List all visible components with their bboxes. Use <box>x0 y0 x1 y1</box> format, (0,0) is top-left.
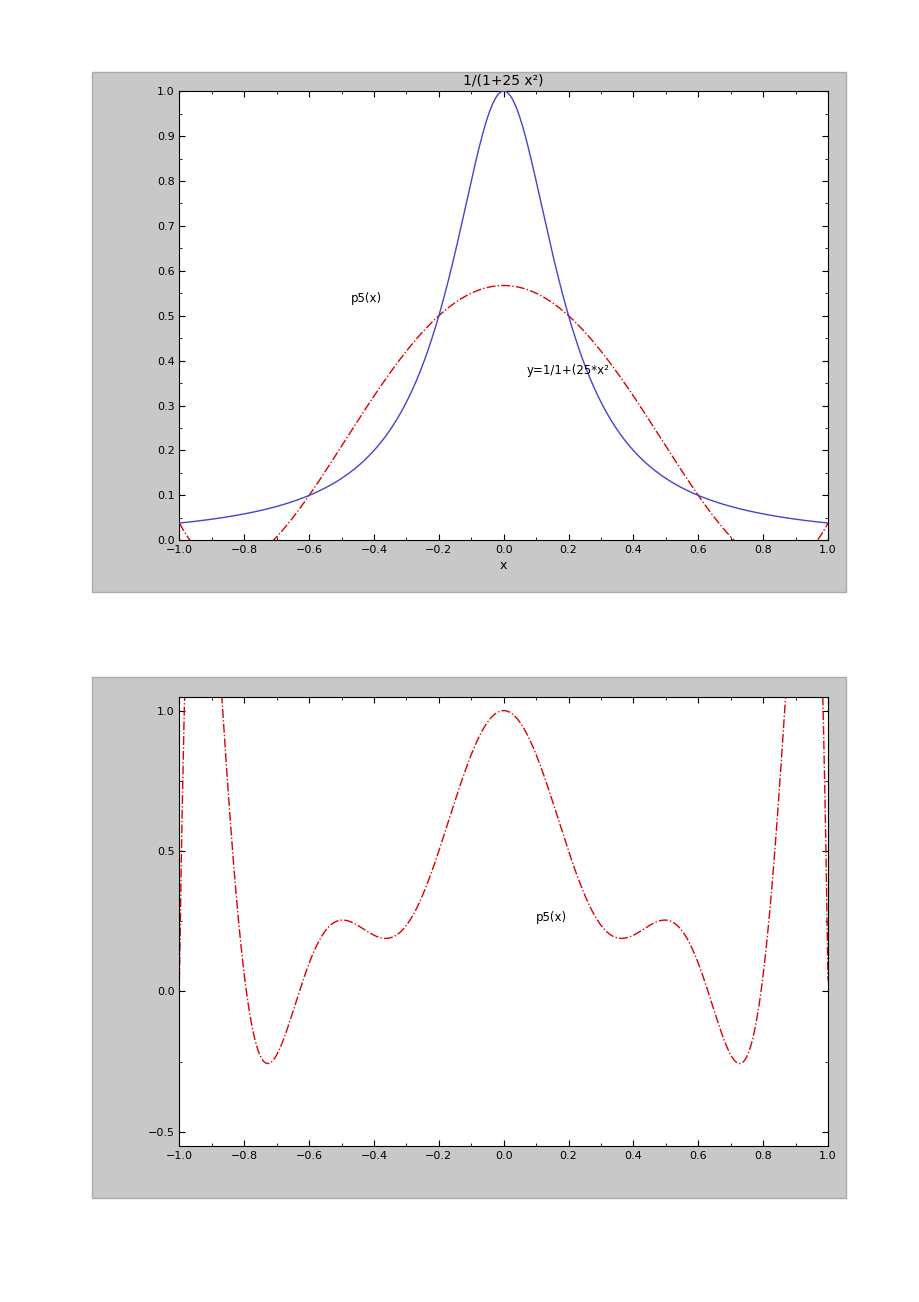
X-axis label: x: x <box>499 560 507 573</box>
Text: p5(x): p5(x) <box>536 911 567 924</box>
Text: p5(x): p5(x) <box>351 292 382 305</box>
Title: 1/(1+25 x²): 1/(1+25 x²) <box>463 73 543 87</box>
Text: y=1/1+(25*x²: y=1/1+(25*x² <box>526 365 608 378</box>
